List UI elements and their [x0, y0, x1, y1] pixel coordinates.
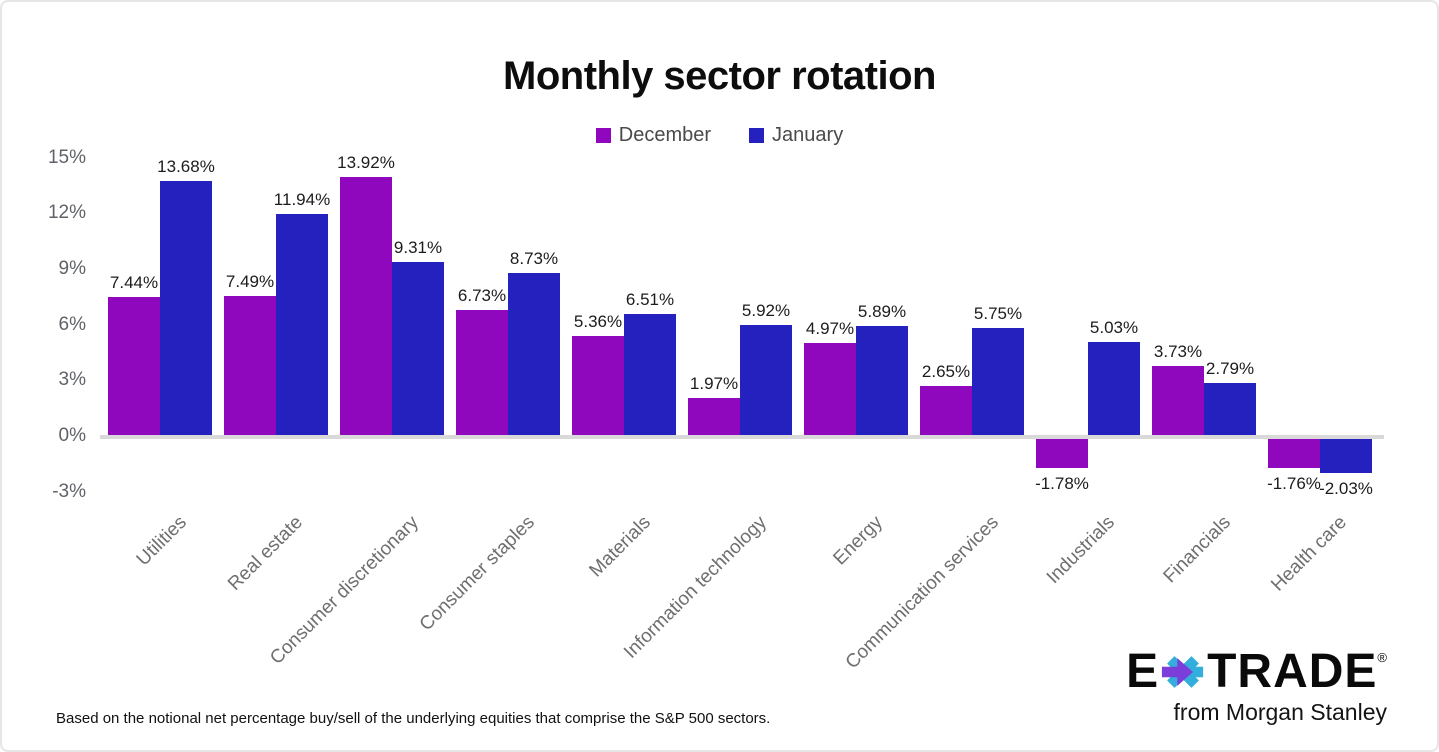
- etrade-logo-row: E TRADE ®: [1126, 648, 1387, 696]
- x-category-label-industrials: Industrials: [1042, 512, 1119, 589]
- etrade-logo: E TRADE ® from Morgan Stanley: [1126, 648, 1387, 726]
- chart-title: Monthly sector rotation: [503, 54, 936, 98]
- x-category-label-information-technology: Information technology: [620, 512, 771, 663]
- bar-value-label-january-consumer-staples: 8.73%: [509, 249, 559, 269]
- zero-axis-line: [100, 435, 1384, 439]
- bar-december-financials: [1152, 365, 1204, 435]
- registered-trademark-symbol: ®: [1377, 650, 1387, 665]
- etrade-logo-trade: TRADE: [1207, 645, 1378, 698]
- bar-december-industrials: [1036, 435, 1088, 469]
- bar-value-label-december-materials: 5.36%: [573, 311, 623, 331]
- bar-december-materials: [572, 335, 624, 435]
- y-tick-label--3: -3%: [52, 480, 86, 502]
- bar-value-label-december-information-technology: 1.97%: [689, 374, 739, 394]
- bar-value-label-january-energy: 5.89%: [857, 301, 907, 321]
- bar-value-label-january-utilities: 13.68%: [157, 157, 215, 177]
- y-tick-label-9: 9%: [58, 258, 86, 280]
- bar-value-label-december-health-care: -1.76%: [1267, 473, 1321, 493]
- bar-january-energy: [856, 325, 908, 435]
- bar-december-consumer-staples: [456, 310, 508, 435]
- bar-value-label-december-financials: 3.73%: [1153, 341, 1203, 361]
- legend: December January: [2, 124, 1437, 147]
- bar-december-utilities: [108, 296, 160, 435]
- x-category-label-energy: Energy: [829, 512, 887, 570]
- x-category-label-utilities: Utilities: [132, 512, 191, 571]
- bar-january-health-care: [1320, 435, 1372, 473]
- legend-swatch-january: [749, 128, 765, 143]
- bar-january-financials: [1204, 383, 1256, 435]
- bar-january-information-technology: [740, 325, 792, 435]
- bar-january-utilities: [160, 181, 212, 435]
- x-category-label-consumer-staples: Consumer staples: [415, 512, 539, 636]
- bar-value-label-january-real-estate: 11.94%: [273, 189, 331, 209]
- bar-january-communication-services: [972, 328, 1024, 435]
- bar-january-materials: [624, 314, 676, 435]
- bar-value-label-december-consumer-staples: 6.73%: [457, 286, 507, 306]
- bar-december-real-estate: [224, 296, 276, 435]
- bar-december-communication-services: [920, 385, 972, 435]
- x-category-label-real-estate: Real estate: [224, 512, 307, 595]
- x-category-label-materials: Materials: [585, 512, 655, 582]
- y-tick-label-15: 15%: [47, 146, 86, 168]
- bar-january-industrials: [1088, 341, 1140, 435]
- bar-value-label-december-utilities: 7.44%: [109, 272, 159, 292]
- bar-value-label-january-communication-services: 5.75%: [973, 304, 1023, 324]
- etrade-logo-e: E: [1126, 645, 1160, 698]
- y-tick-label-12: 12%: [47, 202, 86, 224]
- etrade-asterisk-icon: [1161, 656, 1204, 688]
- legend-item-january: January: [749, 124, 843, 147]
- bar-value-label-january-materials: 6.51%: [625, 290, 675, 310]
- bar-value-label-december-consumer-discretionary: 13.92%: [337, 152, 395, 172]
- legend-label-december: December: [618, 124, 712, 146]
- legend-swatch-december: [595, 128, 611, 143]
- x-category-label-consumer-discretionary: Consumer discretionary: [266, 512, 423, 669]
- y-tick-label-0: 0%: [58, 425, 86, 446]
- legend-item-december: December: [595, 124, 712, 147]
- bar-value-label-january-health-care: -2.03%: [1319, 478, 1373, 498]
- etrade-logo-tagline: from Morgan Stanley: [1173, 699, 1387, 725]
- bar-value-label-december-industrials: -1.78%: [1035, 474, 1089, 494]
- bar-value-label-january-industrials: 5.03%: [1089, 317, 1139, 337]
- bar-january-real-estate: [276, 213, 328, 435]
- bar-value-label-december-real-estate: 7.49%: [225, 272, 275, 292]
- bar-value-label-december-energy: 4.97%: [805, 318, 855, 338]
- bar-january-consumer-discretionary: [392, 262, 444, 435]
- bar-january-consumer-staples: [508, 273, 560, 435]
- bar-december-energy: [804, 342, 856, 435]
- bar-december-health-care: [1268, 435, 1320, 468]
- bar-value-label-january-information-technology: 5.92%: [741, 301, 791, 321]
- bar-value-label-january-financials: 2.79%: [1205, 359, 1255, 379]
- bar-december-information-technology: [688, 398, 740, 435]
- y-tick-label-6: 6%: [58, 313, 86, 335]
- bar-value-label-january-consumer-discretionary: 9.31%: [393, 238, 443, 258]
- bar-value-label-december-communication-services: 2.65%: [921, 361, 971, 381]
- footnote: Based on the notional net percentage buy…: [56, 710, 771, 727]
- x-category-label-communication-services: Communication services: [841, 512, 1003, 674]
- y-tick-label-3: 3%: [58, 369, 86, 391]
- legend-label-january: January: [772, 124, 844, 146]
- bar-december-consumer-discretionary: [340, 176, 392, 435]
